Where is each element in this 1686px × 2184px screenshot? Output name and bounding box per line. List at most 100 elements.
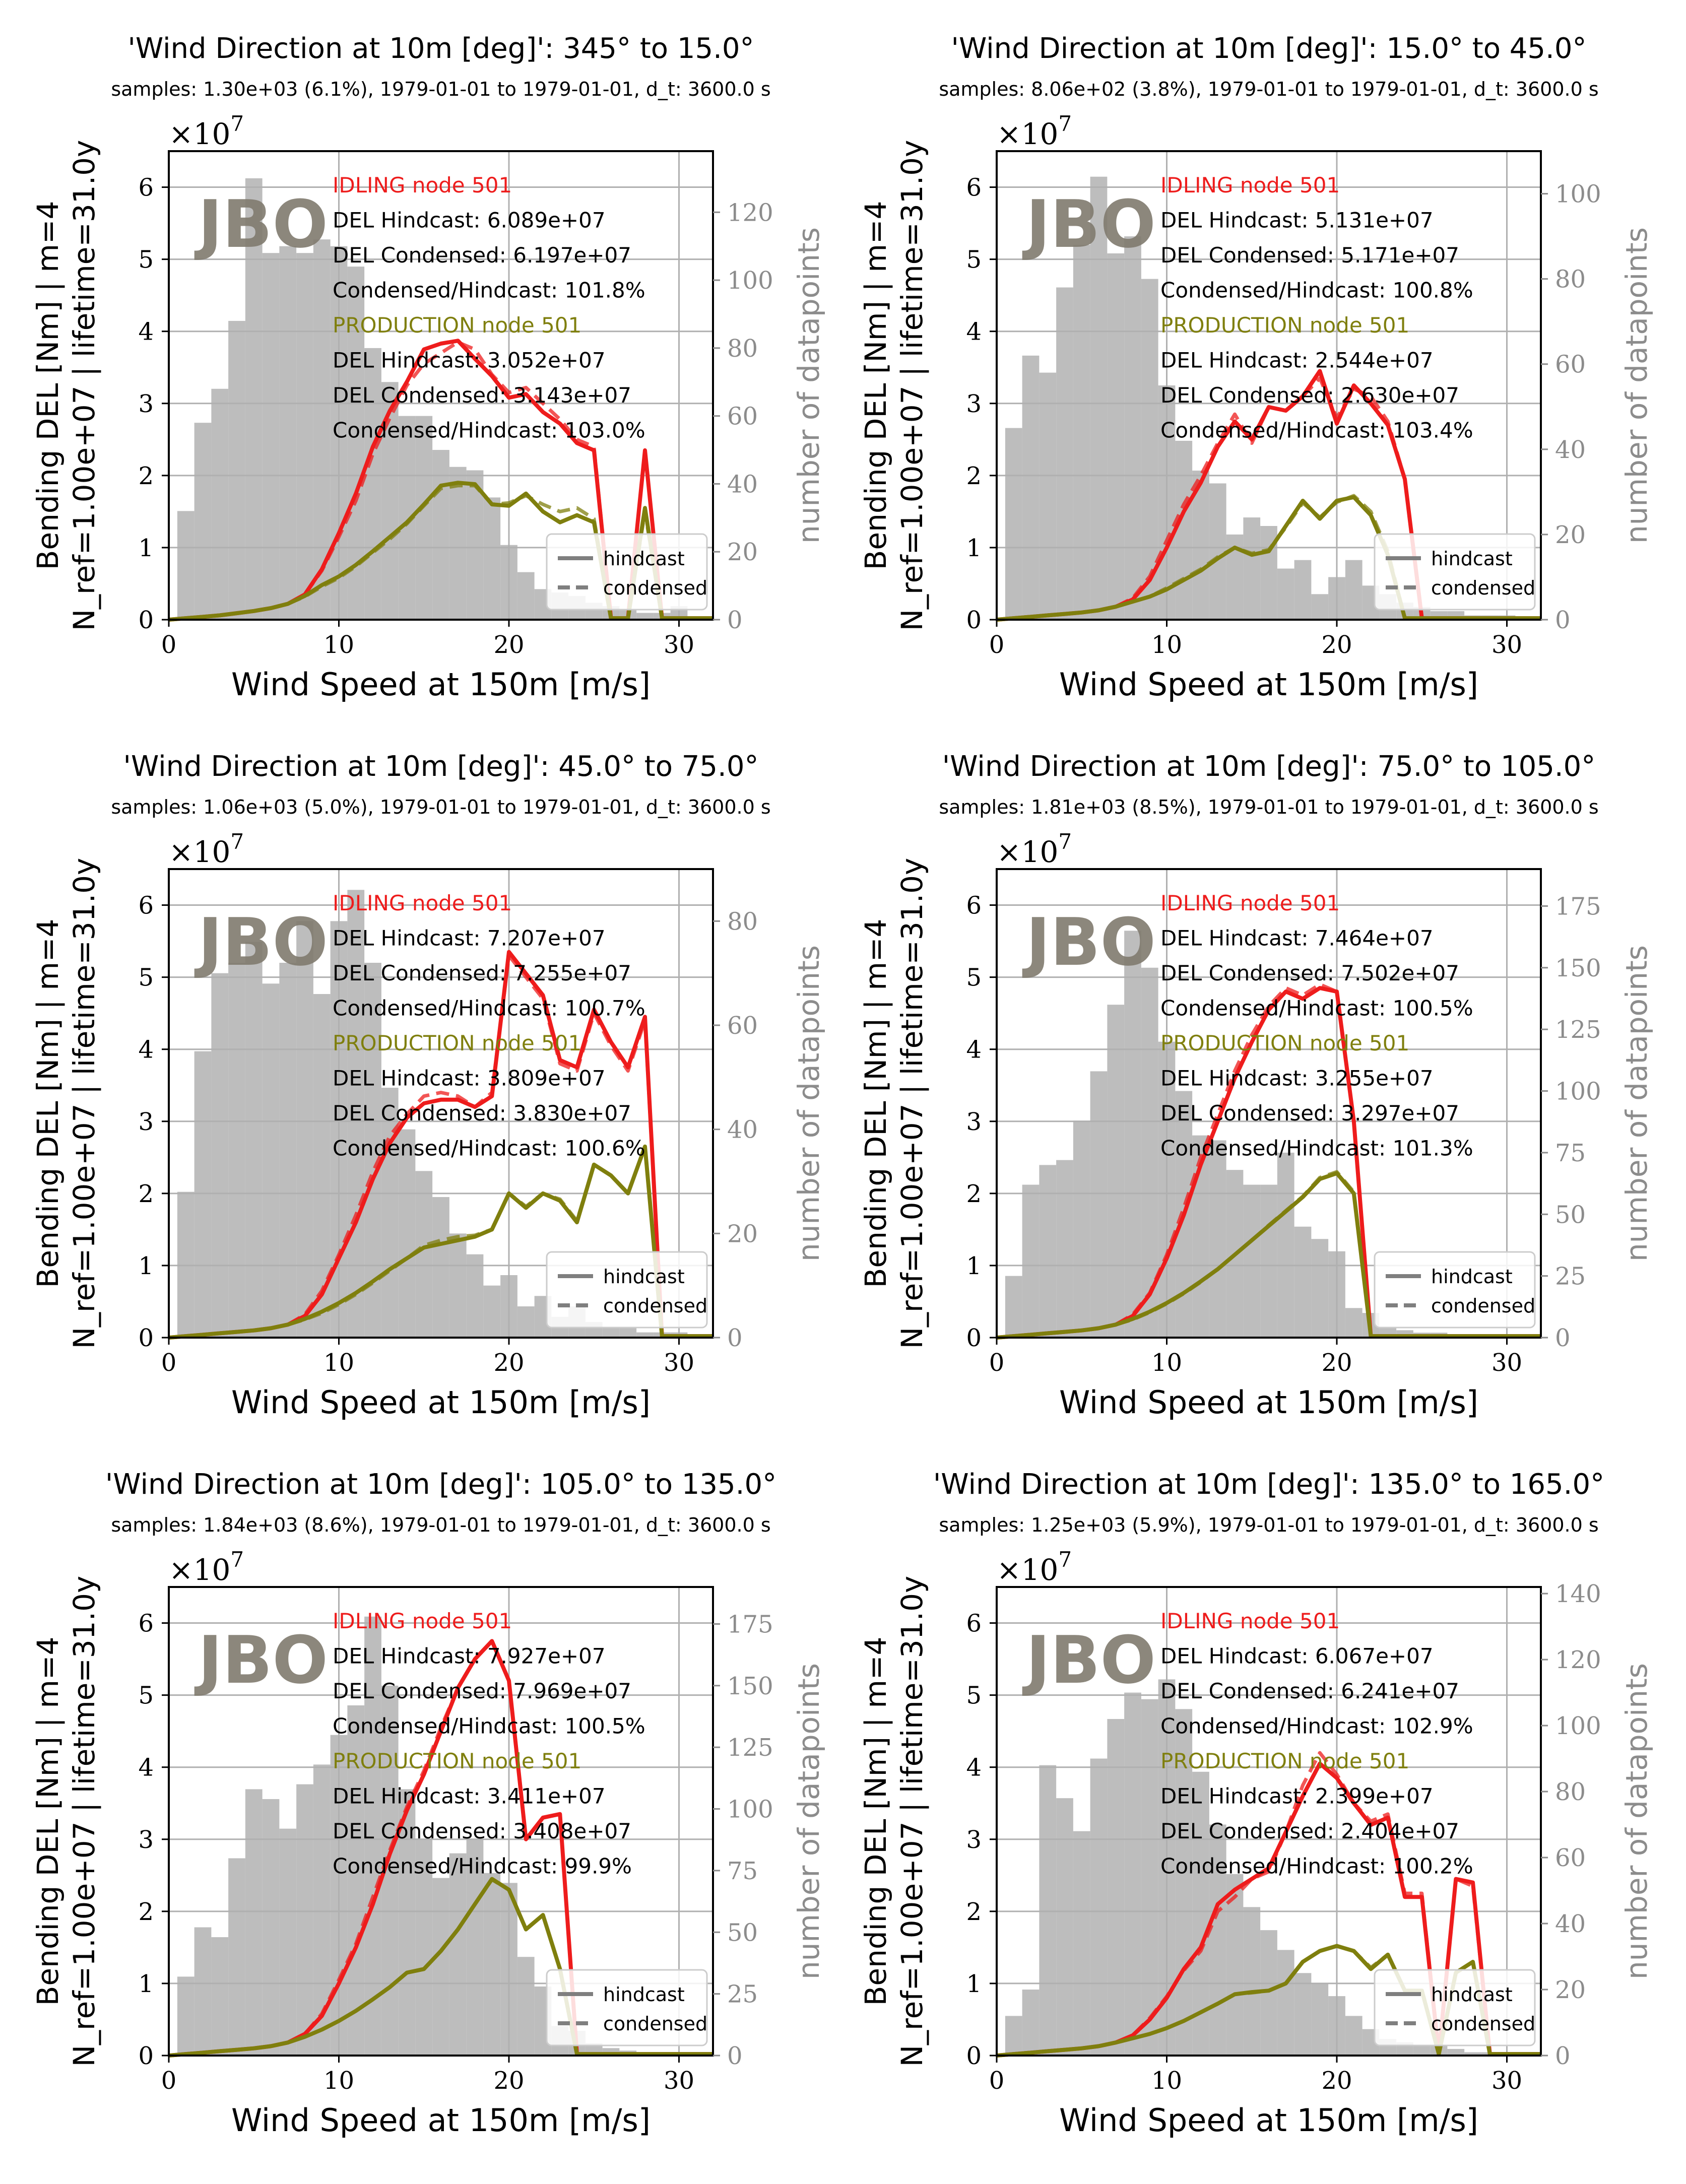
y2-tick-label: 150 [1555, 954, 1601, 982]
y2-tick-label: 20 [1555, 1976, 1586, 2004]
histogram-bar [466, 470, 484, 620]
y2-tick-label: 100 [1555, 1712, 1601, 1740]
y2-tick-label: 0 [727, 606, 743, 634]
y-tick-label: 1 [966, 1252, 982, 1280]
production-header: PRODUCTION node 501 [333, 1031, 581, 1055]
y-axis-label-line1: Bending DEL [Nm] | m=4 [859, 201, 893, 570]
y-tick-label: 3 [966, 390, 982, 418]
production-condensed-line [996, 494, 1541, 622]
histogram-bar [245, 178, 263, 620]
y2-tick-label: 50 [727, 1918, 758, 1947]
y-axis-label-line1: Bending DEL [Nm] | m=4 [31, 201, 65, 570]
histogram-bar [1345, 1308, 1363, 1338]
y-tick-label: 3 [966, 1108, 982, 1136]
logo-watermark: JBO [1022, 186, 1156, 262]
legend-hindcast-label: hindcast [603, 1266, 685, 1288]
histogram-bar [211, 388, 229, 620]
histogram-bar [449, 467, 467, 620]
production-ratio: Condensed/Hindcast: 100.2% [1160, 1854, 1473, 1879]
idling-ratio: Condensed/Hindcast: 102.9% [1160, 1714, 1473, 1739]
y-tick-label: 2 [138, 1180, 154, 1208]
histogram-bar [347, 890, 365, 1338]
y-tick-label: 2 [138, 462, 154, 490]
y-multiplier-exponent: 7 [230, 829, 244, 854]
y-tick-label: 0 [138, 2042, 154, 2070]
histogram-bar [296, 921, 313, 1338]
legend-hindcast-label: hindcast [603, 548, 685, 570]
histogram-bar [1141, 1699, 1158, 2056]
production-del-condensed: DEL Condensed: 2.630e+07 [1160, 383, 1459, 408]
y2-tick-label: 0 [1555, 606, 1571, 634]
histogram-bar [415, 1171, 433, 1338]
idling-header: IDLING node 501 [333, 1609, 512, 1633]
y-tick-label: 4 [966, 1036, 982, 1064]
idling-del-hindcast: DEL Hindcast: 7.464e+07 [1160, 926, 1434, 951]
y-tick-label: 0 [138, 606, 154, 634]
y2-tick-label: 150 [727, 1672, 773, 1700]
x-tick-label: 30 [1492, 631, 1522, 659]
y2-tick-label: 0 [1555, 1324, 1571, 1352]
production-del-condensed: DEL Condensed: 3.143e+07 [333, 383, 631, 408]
y2-tick-label: 80 [727, 335, 758, 363]
idling-del-hindcast: DEL Hindcast: 7.207e+07 [333, 926, 606, 951]
y-tick-label: 3 [138, 390, 154, 418]
production-condensed-line [996, 1170, 1541, 1340]
histogram-bar [1005, 2016, 1022, 2056]
y2-tick-label: 60 [727, 403, 758, 431]
y-multiplier-exponent: 7 [1058, 1547, 1072, 1572]
histogram-bar [466, 1838, 484, 2056]
logo-watermark: JBO [1022, 1622, 1156, 1698]
idling-ratio: Condensed/Hindcast: 100.8% [1160, 278, 1473, 303]
production-del-condensed: DEL Condensed: 3.297e+07 [1160, 1101, 1459, 1126]
histogram-bar [1090, 176, 1108, 620]
chart-title: 'Wind Direction at 10m [deg]': 105.0° to… [105, 1468, 776, 1501]
y-tick-label: 0 [966, 2042, 982, 2070]
histogram-bar [517, 572, 535, 620]
histogram-bar [313, 239, 331, 620]
y2-tick-label: 100 [727, 1796, 773, 1824]
histogram-bar [1090, 1071, 1108, 1338]
y2-tick-label: 75 [1555, 1139, 1586, 1167]
y-multiplier-label: ×107 [997, 111, 1072, 151]
histogram-bar [1022, 1990, 1040, 2056]
y-tick-label: 2 [138, 1898, 154, 1926]
y2-axis-label: number of datapoints [792, 945, 826, 1262]
plot-frame [168, 1586, 714, 2057]
y-tick-label: 5 [966, 246, 982, 274]
y2-tick-label: 25 [1555, 1263, 1586, 1291]
y-tick-label: 3 [138, 1108, 154, 1136]
histogram-bar [194, 1927, 212, 2056]
histogram-bar [432, 1878, 449, 2056]
histogram-bar [1243, 517, 1261, 620]
histogram-bar [636, 613, 654, 620]
y2-tick-label: 80 [727, 907, 758, 936]
histogram-bar [1345, 560, 1363, 620]
y2-tick-label: 175 [1555, 892, 1601, 920]
x-tick-label: 20 [493, 2067, 524, 2095]
histogram-bar [1311, 594, 1329, 620]
histogram-bar [194, 423, 212, 620]
histogram-bar [398, 1789, 416, 2056]
y-tick-label: 6 [138, 174, 154, 202]
histogram-bar [1311, 1239, 1329, 1338]
x-axis-label: Wind Speed at 150m [m/s] [231, 2102, 651, 2139]
chart-title: 'Wind Direction at 10m [deg]': 135.0° to… [933, 1468, 1604, 1501]
x-tick-label: 10 [323, 2067, 354, 2095]
y-tick-label: 4 [138, 318, 154, 346]
idling-del-hindcast: DEL Hindcast: 6.089e+07 [333, 208, 606, 233]
histogram-bar [1141, 279, 1158, 620]
histogram-bar [1056, 1798, 1073, 2056]
histogram-bar [1107, 1005, 1125, 1338]
histogram-bar [1209, 1824, 1226, 2056]
x-tick-label: 0 [161, 2067, 177, 2095]
idling-ratio: Condensed/Hindcast: 100.7% [333, 996, 645, 1021]
y-multiplier-exponent: 7 [1058, 829, 1072, 854]
y2-tick-label: 20 [727, 538, 758, 566]
y2-tick-label: 0 [1555, 2042, 1571, 2070]
histogram-bar [1124, 931, 1141, 1338]
histogram-bar [177, 511, 194, 620]
idling-header: IDLING node 501 [333, 173, 512, 197]
legend-condensed-label: condensed [603, 577, 707, 599]
production-ratio: Condensed/Hindcast: 103.0% [333, 418, 645, 443]
y-tick-label: 0 [966, 606, 982, 634]
